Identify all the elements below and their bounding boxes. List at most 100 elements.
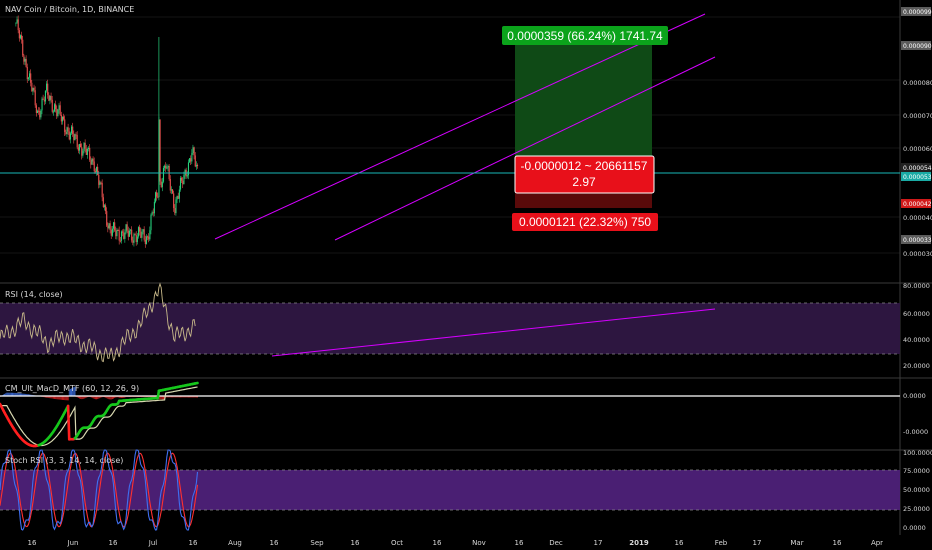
candle-body: [132, 240, 134, 243]
macd-hist-bar: [24, 393, 26, 397]
time-tick-label: Aug: [228, 539, 242, 547]
macd-hist-bar: [52, 396, 54, 399]
candle-body: [60, 114, 62, 122]
macd-hist-bar: [167, 396, 169, 398]
candle-body: [126, 224, 128, 231]
candle-body: [64, 119, 66, 133]
candle-body: [97, 166, 99, 175]
candle-body: [23, 55, 25, 62]
candle-body: [178, 189, 180, 199]
candle-body: [65, 132, 67, 134]
macd-hist-bar: [50, 396, 52, 399]
macd-hist-bar: [122, 396, 124, 398]
candle-body: [63, 116, 65, 120]
candle-body: [76, 135, 78, 148]
time-tick-label: 16: [270, 539, 279, 547]
time-tick-label: 16: [109, 539, 118, 547]
macd-hist-bar: [15, 392, 17, 397]
macd-hist-bar: [65, 396, 67, 401]
macd-hist-bar: [114, 396, 116, 399]
macd-hist-bar: [26, 394, 28, 397]
macd-hist-bar: [190, 396, 192, 398]
candle-body: [161, 181, 163, 188]
candle-body: [50, 95, 52, 100]
macd-hist-bar: [178, 396, 180, 398]
candle-body: [179, 177, 182, 190]
candle-body: [91, 158, 93, 165]
candle-body: [47, 83, 49, 95]
stoch-tick-label: 75.0000: [903, 467, 930, 475]
candle-body: [187, 162, 190, 176]
macd-hist-bar: [76, 396, 78, 398]
macd-signal-line: [0, 386, 198, 447]
time-tick-label: 2019: [629, 539, 649, 547]
rsi-tick-label: 40.0000: [903, 336, 930, 344]
macd-hist-bar: [71, 388, 73, 397]
candle-body: [68, 131, 70, 140]
channel-upper-line[interactable]: [214, 13, 706, 240]
macd-hist-bar: [81, 396, 83, 400]
macd-hist-bar: [63, 396, 65, 401]
macd-hist-bar: [176, 396, 178, 398]
candle-body: [59, 105, 61, 115]
macd-hist-bar: [7, 392, 9, 397]
candle-body: [74, 134, 76, 141]
stoch-band: [0, 470, 900, 510]
candle-body: [195, 165, 197, 167]
candle-body: [18, 30, 20, 39]
price-badge-text: 0.0000421: [903, 201, 932, 208]
time-axis[interactable]: 16 Jun 16 Jul 16 Aug 16 Sep 16 Oct 16 Nov 16 Dec 17 201…: [28, 539, 884, 547]
macd-hist-bar: [174, 396, 176, 398]
macd-hist-bar: [6, 392, 8, 397]
macd-hist-bar: [105, 396, 107, 398]
macd-hist-bar: [68, 389, 70, 397]
macd-hist-bar: [119, 396, 121, 398]
candle-body: [145, 236, 148, 244]
macd-hist-bar: [93, 396, 95, 399]
macd-hist-bar: [106, 396, 108, 399]
candle-body: [147, 236, 149, 238]
chart-grid: [0, 0, 932, 535]
price-badge-text: 0.0000538: [903, 174, 932, 181]
candle-body: [107, 225, 109, 229]
candle-body: [66, 127, 68, 134]
candle-body: [150, 214, 152, 231]
macd-hist-bar: [21, 393, 23, 397]
macd-hist-bar: [12, 392, 13, 397]
macd-hist-bar: [183, 396, 185, 398]
candle-body: [75, 134, 77, 136]
profit-label[interactable]: 0.0000359 (66.24%) 1741.74: [502, 26, 668, 45]
macd-hist-bar: [67, 396, 69, 401]
candle-body: [183, 175, 185, 185]
candle-body: [130, 229, 132, 231]
mid-label[interactable]: -0.0000012 ~ 20661157 2.97: [514, 155, 655, 194]
channel-lower-line[interactable]: [334, 56, 716, 241]
candle-body: [57, 109, 59, 116]
candle-body: [73, 133, 75, 141]
candle-body: [192, 147, 194, 154]
candle-body: [67, 127, 69, 132]
time-tick-label: 16: [189, 539, 198, 547]
macd-hist-bar: [169, 396, 171, 398]
candle-body: [118, 230, 120, 241]
candle-body: [103, 205, 106, 208]
candle-body: [113, 222, 115, 229]
candle-body: [115, 230, 117, 237]
macd-hist-bar: [195, 396, 197, 398]
candle-body: [25, 59, 27, 67]
candle-body: [109, 223, 111, 231]
rsi-trendline[interactable]: [271, 308, 716, 357]
candle-body: [22, 39, 24, 56]
macd-hist-bar: [54, 396, 55, 399]
candle-body: [181, 177, 183, 181]
macd-hist-bar: [166, 396, 168, 398]
candle-body: [144, 239, 146, 244]
rsi-tick-label: 20.0000: [903, 362, 930, 370]
rsi-axis: 80.0000 60.0000 40.0000 20.0000: [903, 282, 930, 370]
macd-hist-bar: [80, 396, 82, 399]
stoch-tick-label: 100.0000: [903, 449, 932, 457]
loss-label[interactable]: 0.0000121 (22.32%) 750: [512, 213, 658, 231]
